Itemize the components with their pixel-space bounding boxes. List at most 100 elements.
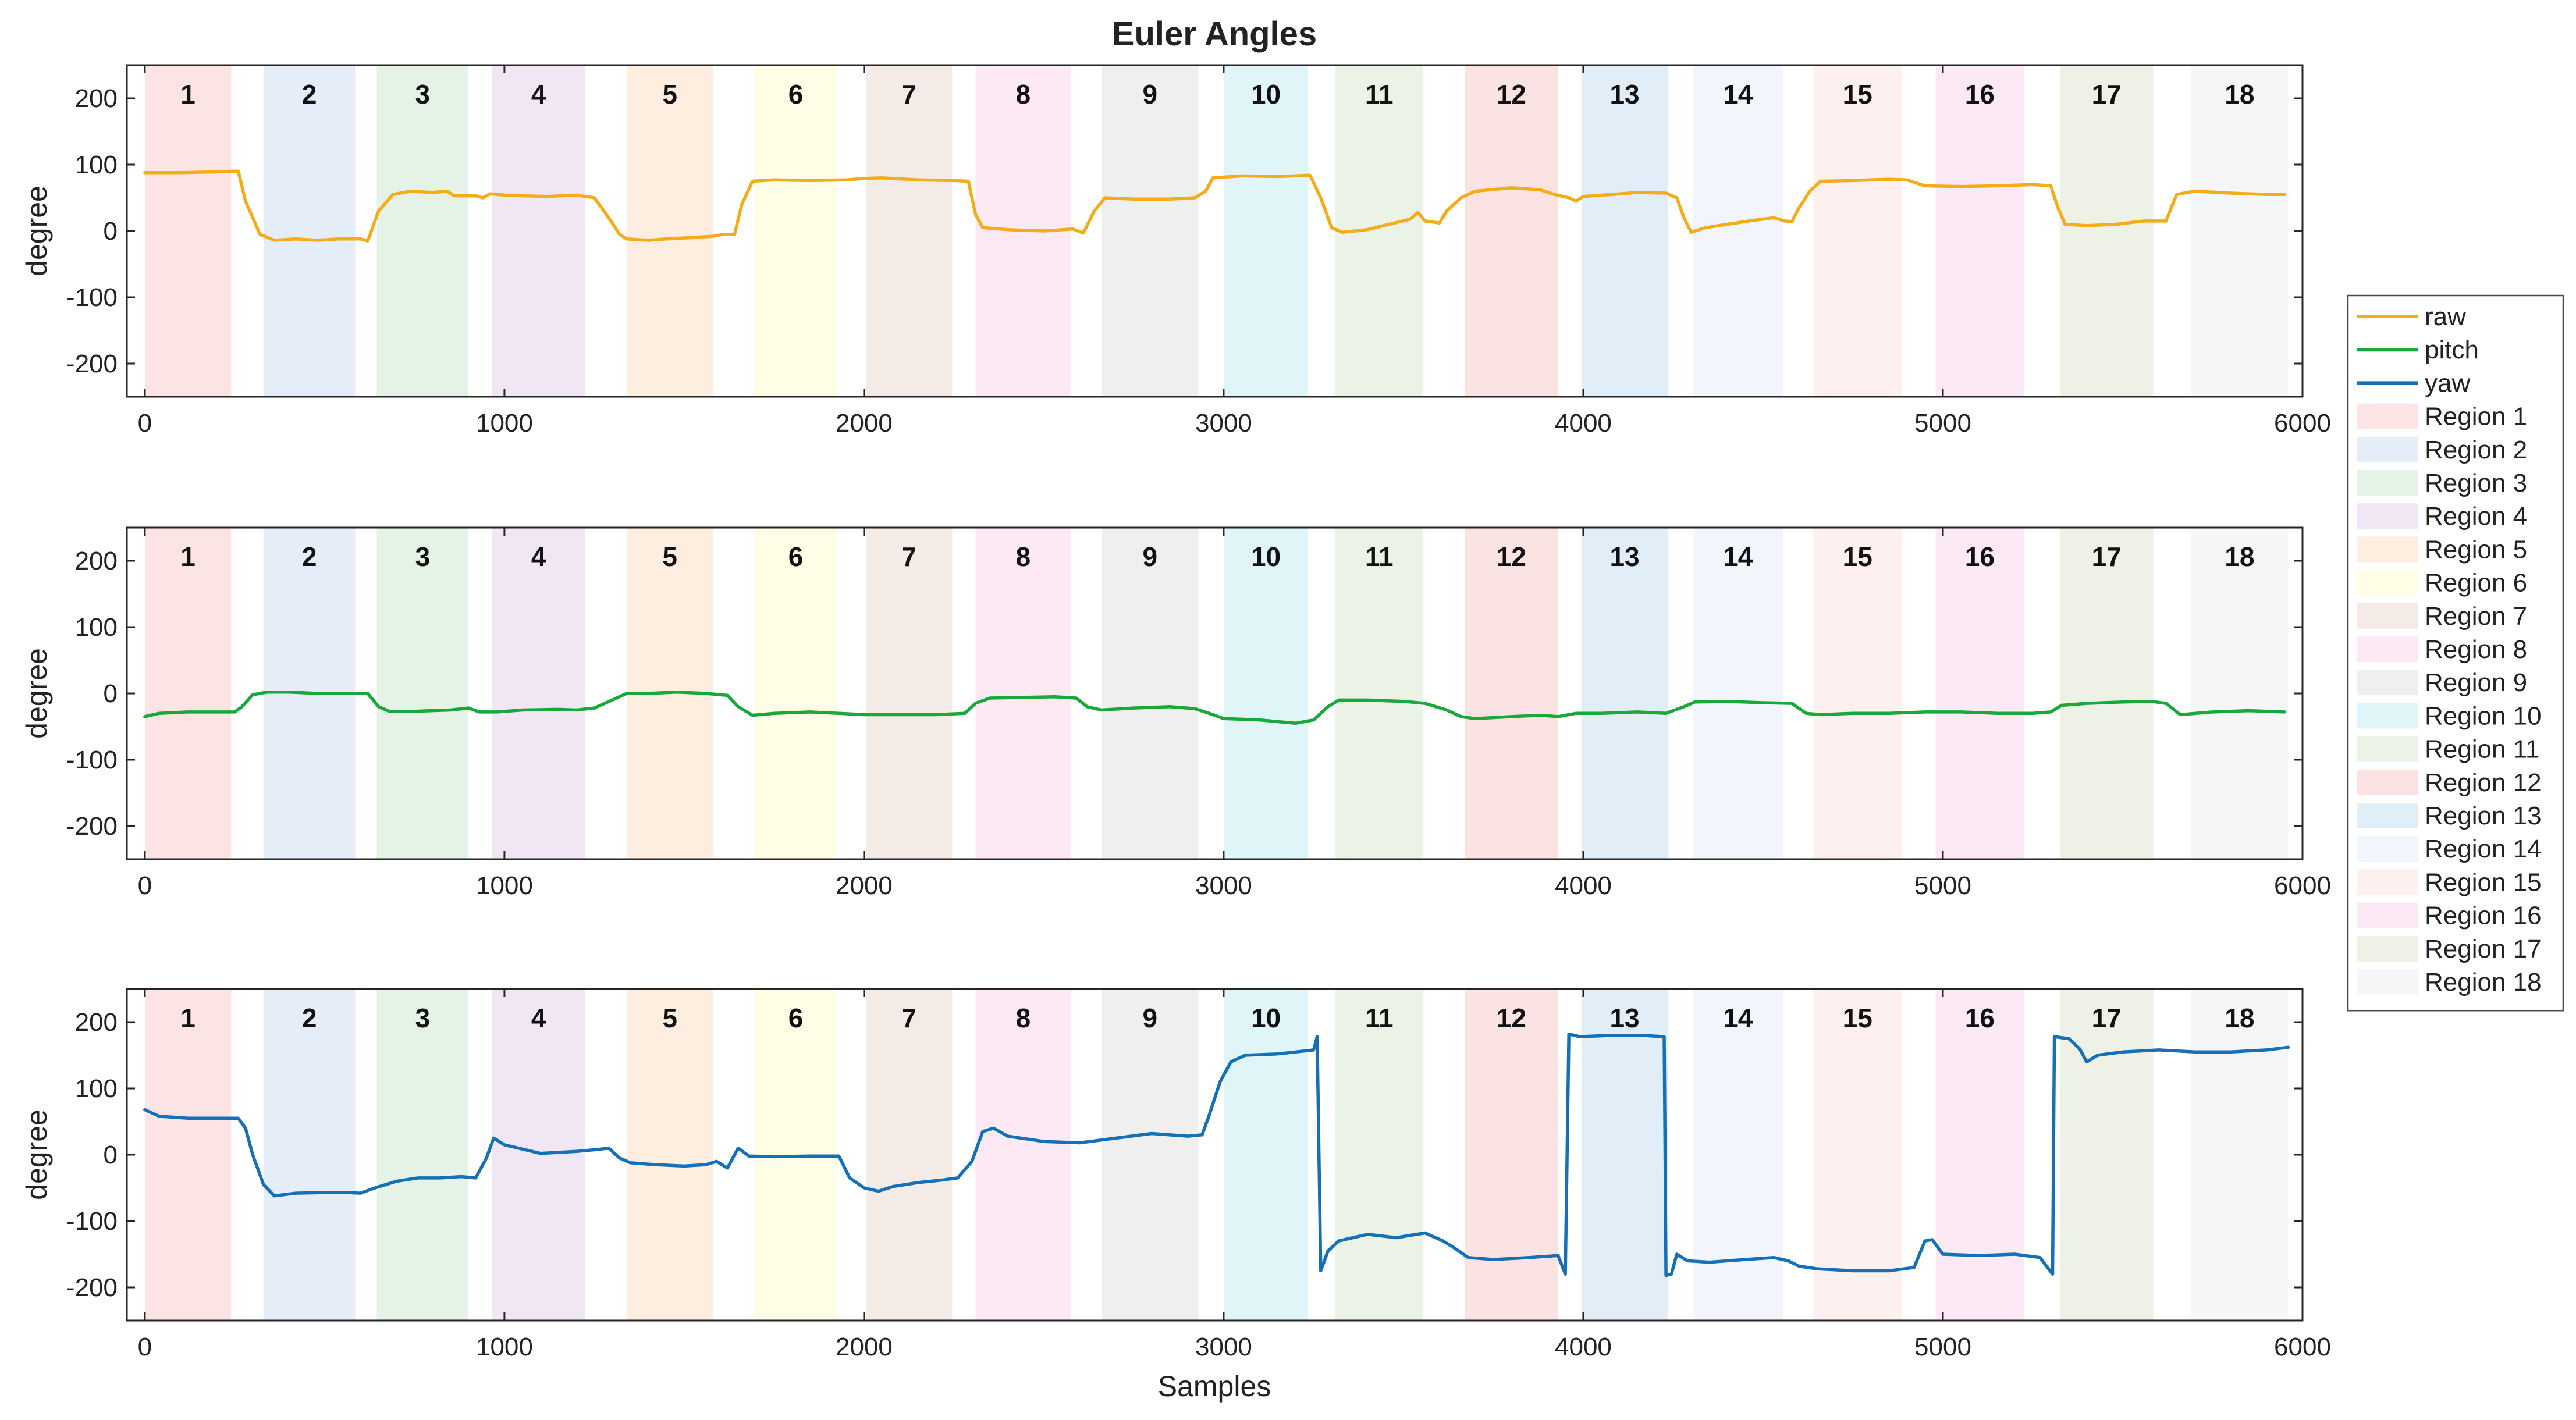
x-tick-label: 6000 [2274, 1333, 2331, 1361]
region-label-1: 1 [180, 79, 196, 109]
region-band-14 [1693, 65, 1783, 397]
region-band-4 [492, 989, 585, 1321]
region-band-1 [144, 65, 232, 397]
legend: raw pitch yaw Region 1 Region 2 Region 3 Regio… [2347, 294, 2564, 1012]
y-tick-label: 200 [75, 84, 118, 113]
region-label-16: 16 [1965, 79, 1995, 109]
x-tick-label: 3000 [1195, 409, 1252, 437]
y-tick-label: -200 [66, 1273, 118, 1302]
region-label-6: 6 [788, 1003, 804, 1033]
legend-label-region-7: Region 7 [2425, 602, 2527, 631]
region-band-13 [1581, 528, 1668, 859]
x-tick-label: 1000 [476, 1333, 533, 1361]
region-label-3: 3 [415, 1003, 431, 1033]
x-axis-label: Samples [1158, 1370, 1271, 1403]
y-tick-label: 0 [104, 679, 118, 708]
series-line-yaw [143, 1032, 2290, 1277]
legend-swatch-region-6 [2357, 570, 2418, 596]
region-label-12: 12 [1497, 79, 1526, 109]
y-axis-label: degree [20, 186, 53, 276]
x-tick-label: 3000 [1195, 871, 1252, 900]
region-band-7 [866, 65, 953, 397]
region-label-2: 2 [302, 79, 317, 109]
region-band-9 [1101, 65, 1199, 397]
x-tick-label: 0 [138, 409, 152, 437]
region-label-4: 4 [531, 1003, 546, 1033]
region-band-7 [866, 528, 953, 859]
y-tick-label: -200 [66, 812, 118, 841]
region-band-3 [376, 65, 469, 397]
region-label-16: 16 [1965, 1003, 1995, 1033]
legend-swatch-region-5 [2357, 536, 2418, 563]
region-band-13 [1581, 65, 1668, 397]
region-label-6: 6 [788, 79, 804, 109]
x-tick-label: 4000 [1555, 871, 1612, 900]
legend-swatch-region-14 [2357, 836, 2418, 862]
region-band-17 [2059, 528, 2154, 859]
region-band-5 [627, 65, 713, 397]
region-label-1: 1 [180, 1003, 196, 1033]
region-band-6 [754, 65, 837, 397]
legend-label-region-11: Region 11 [2425, 735, 2539, 764]
legend-label-region-15: Region 15 [2425, 868, 2542, 896]
series-line-pitch [143, 690, 2286, 725]
y-tick-label: -100 [66, 1207, 118, 1236]
region-band-15 [1813, 65, 1902, 397]
region-label-12: 12 [1497, 542, 1526, 572]
legend-label-region-14: Region 14 [2425, 835, 2542, 863]
region-label-9: 9 [1142, 79, 1157, 109]
region-band-8 [975, 989, 1071, 1321]
region-label-4: 4 [531, 79, 546, 109]
legend-swatch-region-1 [2357, 403, 2418, 429]
legend-label-region-6: Region 6 [2425, 569, 2527, 597]
region-band-5 [627, 989, 713, 1321]
region-band-18 [2191, 528, 2289, 859]
y-tick-label: 0 [104, 1141, 118, 1169]
x-tick-label: 2000 [836, 1333, 893, 1361]
region-label-18: 18 [2225, 542, 2254, 572]
y-tick-label: 100 [75, 151, 118, 179]
region-band-15 [1813, 989, 1902, 1321]
region-band-7 [866, 989, 953, 1321]
y-axis-label: degree [20, 648, 53, 739]
legend-label-region-12: Region 12 [2425, 768, 2542, 797]
region-band-8 [975, 528, 1071, 859]
region-label-17: 17 [2092, 1003, 2122, 1033]
y-tick-label: 200 [75, 1008, 118, 1037]
legend-swatch-region-8 [2357, 636, 2418, 662]
legend-swatch-region-13 [2357, 803, 2418, 828]
region-label-17: 17 [2092, 79, 2122, 109]
y-axis-label: degree [20, 1109, 53, 1200]
region-label-3: 3 [415, 542, 431, 572]
region-band-12 [1465, 528, 1558, 859]
legend-swatch-region-16 [2357, 902, 2418, 928]
legend-label-region-13: Region 13 [2425, 802, 2542, 830]
region-label-9: 9 [1142, 1003, 1157, 1033]
legend-label-region-3: Region 3 [2425, 469, 2527, 497]
region-band-18 [2191, 65, 2289, 397]
legend-swatch-region-11 [2357, 736, 2418, 762]
region-label-15: 15 [1843, 542, 1873, 572]
region-band-14 [1693, 528, 1783, 859]
region-label-14: 14 [1723, 1003, 1753, 1033]
region-band-10 [1223, 65, 1309, 397]
region-label-11: 11 [1365, 79, 1394, 109]
legend-swatch-region-18 [2357, 969, 2418, 995]
series-line-raw [143, 169, 2286, 243]
legend-swatch-region-4 [2357, 503, 2418, 529]
region-label-1: 1 [180, 542, 196, 572]
y-tick-label: 0 [104, 217, 118, 245]
region-label-5: 5 [662, 542, 677, 572]
legend-label-region-9: Region 9 [2425, 668, 2527, 697]
x-tick-label: 0 [138, 871, 152, 900]
x-tick-label: 5000 [1914, 871, 1971, 900]
region-label-10: 10 [1251, 79, 1281, 109]
legend-swatch-region-15 [2357, 869, 2418, 895]
region-label-14: 14 [1723, 542, 1753, 572]
legend-swatch-region-12 [2357, 769, 2418, 795]
x-tick-label: 4000 [1555, 409, 1612, 437]
legend-swatch-region-7 [2357, 603, 2418, 629]
region-band-18 [2191, 989, 2289, 1321]
legend-label-region-4: Region 4 [2425, 502, 2527, 531]
region-band-12 [1465, 989, 1558, 1321]
